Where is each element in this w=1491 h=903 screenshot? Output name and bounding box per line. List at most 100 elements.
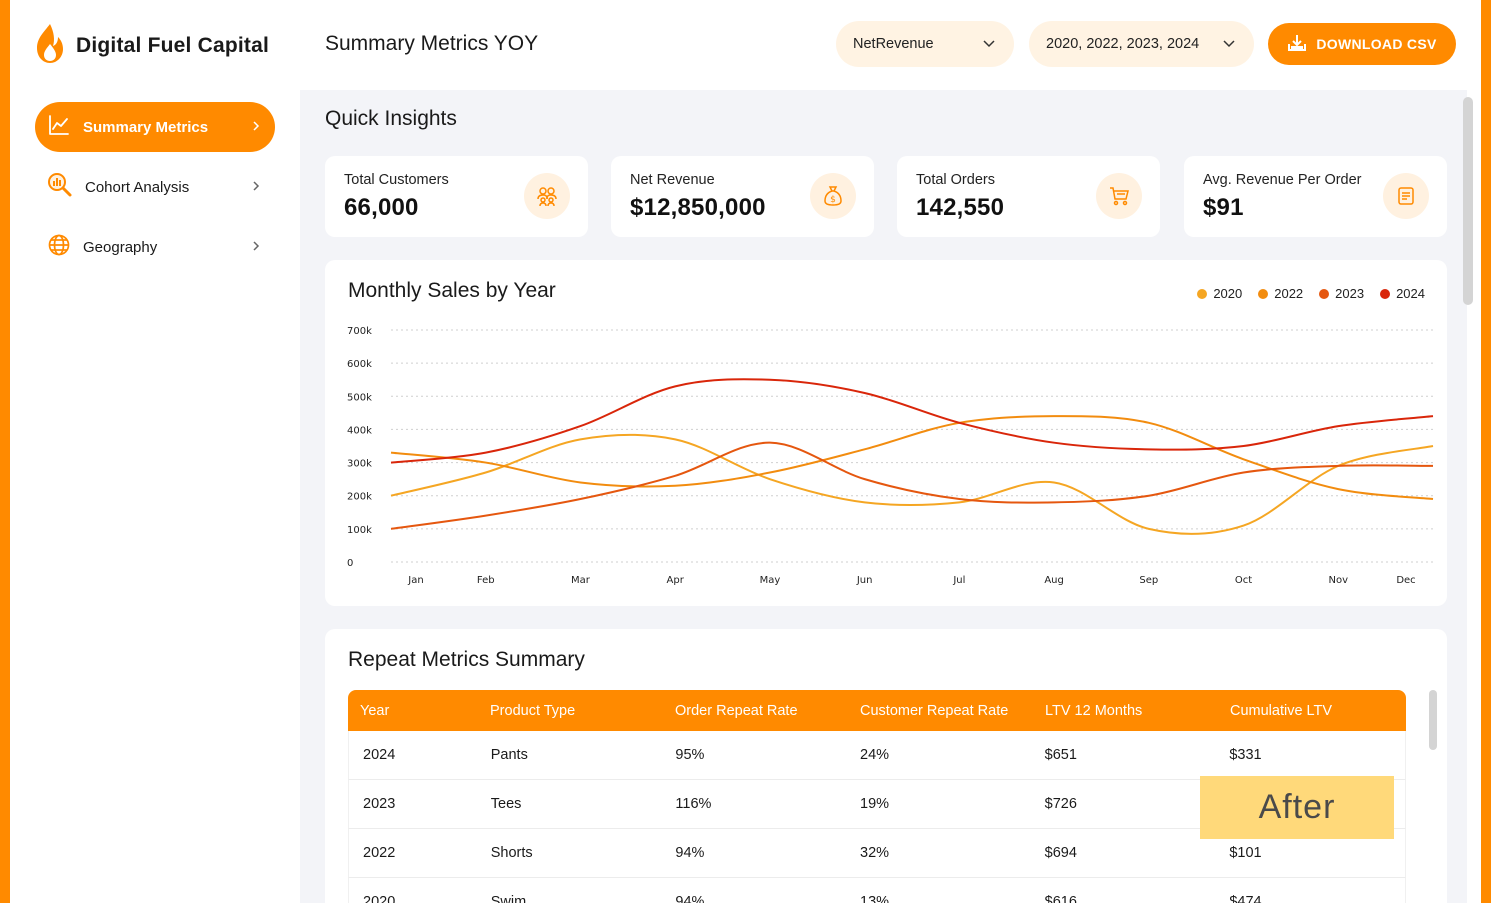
sidebar-item-summary-metrics[interactable]: Summary Metrics bbox=[35, 102, 275, 152]
cell-customer-repeat-rate: 13% bbox=[860, 894, 890, 903]
cell-year: 2022 bbox=[363, 845, 396, 861]
cell-order-repeat-rate: 116% bbox=[675, 796, 712, 812]
cell-ltv-12-months: $726 bbox=[1044, 796, 1077, 812]
cell-cumulative-ltv: $331 bbox=[1229, 747, 1262, 763]
cell-product-type: Pants bbox=[490, 747, 528, 763]
sidebar-item-cohort-analysis[interactable]: Cohort Analysis bbox=[35, 162, 275, 212]
brand-name: Digital Fuel Capital bbox=[76, 33, 270, 57]
sidebar-item-geography[interactable]: Geography bbox=[35, 222, 275, 272]
after-overlay-label: After bbox=[1200, 776, 1394, 839]
brand[interactable]: Digital Fuel Capital bbox=[34, 22, 269, 69]
kpi-value: $91 bbox=[1203, 194, 1244, 221]
main-panel: Quick Insights Total Customers 66,000 Ne… bbox=[300, 90, 1467, 903]
sidebar-item-label: Geography bbox=[83, 238, 158, 256]
legend-label: 2022 bbox=[1274, 286, 1304, 301]
year-select[interactable]: 2020, 2022, 2023, 2024 bbox=[1029, 21, 1254, 67]
repeat-metrics-card: Repeat Metrics Summary Year Product Type… bbox=[325, 629, 1447, 903]
cell-product-type: Swim bbox=[490, 894, 527, 903]
year-select-value: 2020, 2022, 2023, 2024 bbox=[1046, 36, 1200, 52]
cell-ltv-12-months: $694 bbox=[1044, 845, 1077, 861]
download-icon bbox=[1287, 34, 1307, 55]
table-row: 2023 Tees 116% 19% $726 bbox=[348, 780, 1406, 829]
chart-legend: 2020 2022 2023 2024 bbox=[1197, 286, 1425, 301]
chevron-right-icon bbox=[251, 239, 261, 256]
column-header[interactable]: Order Repeat Rate bbox=[675, 702, 798, 719]
y-tick-label: 100k bbox=[347, 525, 372, 536]
cell-order-repeat-rate: 94% bbox=[675, 894, 705, 903]
sidebar-item-label: Cohort Analysis bbox=[85, 178, 190, 196]
legend-dot bbox=[1258, 288, 1269, 299]
cell-customer-repeat-rate: 24% bbox=[860, 747, 890, 763]
metric-select[interactable]: NetRevenue bbox=[836, 21, 1014, 67]
y-tick-label: 300k bbox=[347, 459, 372, 470]
cell-product-type: Shorts bbox=[490, 845, 533, 861]
cell-customer-repeat-rate: 32% bbox=[860, 845, 890, 861]
line-chart-icon bbox=[47, 113, 71, 142]
table-row: 2024 Pants 95% 24% $651 $331 bbox=[348, 731, 1406, 780]
series-line-2023 bbox=[390, 441, 1434, 530]
cell-customer-repeat-rate: 19% bbox=[860, 796, 890, 812]
page-title: Summary Metrics YOY bbox=[325, 32, 539, 55]
legend-label: 2023 bbox=[1335, 286, 1365, 301]
receipt-icon bbox=[1383, 173, 1429, 219]
x-tick-label: Aug bbox=[1044, 575, 1064, 586]
legend-item-2022[interactable]: 2022 bbox=[1258, 286, 1303, 301]
main-scrollbar[interactable] bbox=[1463, 97, 1473, 305]
column-header[interactable]: Cumulative LTV bbox=[1230, 702, 1333, 719]
legend-dot bbox=[1197, 288, 1208, 299]
column-header[interactable]: Product Type bbox=[490, 702, 576, 719]
kpi-label: Avg. Revenue Per Order bbox=[1203, 172, 1362, 188]
table-row: 2022 Shorts 94% 32% $694 $101 bbox=[348, 829, 1406, 878]
monthly-sales-line-chart: 0 100k 200k 300k 400k 500k 600k 700k Jan Feb Mar Ap… bbox=[347, 326, 1434, 586]
kpi-value: 66,000 bbox=[344, 194, 419, 221]
cell-order-repeat-rate: 94% bbox=[675, 845, 705, 861]
kpi-label: Total Orders bbox=[916, 172, 995, 188]
cell-product-type: Tees bbox=[490, 796, 522, 812]
cell-order-repeat-rate: 95% bbox=[675, 747, 705, 763]
download-csv-button[interactable]: DOWNLOAD CSV bbox=[1268, 23, 1456, 65]
kpi-label: Net Revenue bbox=[630, 172, 715, 188]
table-row: 2020 Swim 94% 13% $616 $474 bbox=[348, 878, 1406, 903]
column-header[interactable]: Year bbox=[360, 702, 390, 719]
legend-item-2023[interactable]: 2023 bbox=[1319, 286, 1364, 301]
y-tick-label: 500k bbox=[347, 392, 372, 403]
legend-label: 2020 bbox=[1213, 286, 1243, 301]
x-tick-label: Apr bbox=[667, 575, 685, 586]
y-tick-label: 600k bbox=[347, 359, 372, 370]
app-window: Digital Fuel Capital Summary Metrics Coh… bbox=[10, 0, 1481, 903]
x-tick-label: May bbox=[760, 575, 781, 586]
kpi-label: Total Customers bbox=[344, 172, 449, 188]
cell-year: 2023 bbox=[363, 796, 396, 812]
x-tick-label: Sep bbox=[1139, 575, 1158, 586]
legend-item-2020[interactable]: 2020 bbox=[1197, 286, 1242, 301]
legend-dot bbox=[1380, 288, 1391, 299]
chart-title: Monthly Sales by Year bbox=[348, 279, 556, 302]
y-tick-label: 700k bbox=[347, 326, 372, 337]
chart-search-icon bbox=[47, 172, 73, 203]
x-tick-label: Jan bbox=[407, 575, 423, 586]
table-scrollbar[interactable] bbox=[1429, 690, 1437, 750]
series-line-2022 bbox=[390, 415, 1434, 501]
x-tick-label: Feb bbox=[477, 575, 495, 586]
column-header[interactable]: LTV 12 Months bbox=[1045, 702, 1143, 719]
x-tick-label: Mar bbox=[571, 575, 591, 586]
money-bag-icon: $ bbox=[810, 173, 856, 219]
chevron-right-icon bbox=[251, 179, 261, 196]
series-line-2020 bbox=[390, 433, 1434, 535]
x-tick-label: Jul bbox=[952, 575, 965, 586]
column-header[interactable]: Customer Repeat Rate bbox=[860, 702, 1009, 719]
x-tick-label: Jun bbox=[856, 575, 873, 586]
legend-dot bbox=[1319, 288, 1330, 299]
cell-year: 2024 bbox=[363, 747, 396, 763]
users-icon bbox=[524, 173, 570, 219]
sidebar-item-label: Summary Metrics bbox=[83, 118, 209, 136]
kpi-value: $12,850,000 bbox=[630, 194, 766, 221]
repeat-metrics-table: Year Product Type Order Repeat Rate Cust… bbox=[348, 690, 1406, 903]
chevron-down-icon bbox=[972, 36, 996, 52]
y-tick-label: 400k bbox=[347, 425, 372, 436]
download-csv-label: DOWNLOAD CSV bbox=[1316, 36, 1437, 52]
kpi-avg-revenue-per-order: Avg. Revenue Per Order $91 bbox=[1184, 156, 1447, 237]
series-line-2024 bbox=[390, 378, 1434, 464]
kpi-total-orders: Total Orders 142,550 bbox=[897, 156, 1160, 237]
legend-item-2024[interactable]: 2024 bbox=[1380, 286, 1425, 301]
